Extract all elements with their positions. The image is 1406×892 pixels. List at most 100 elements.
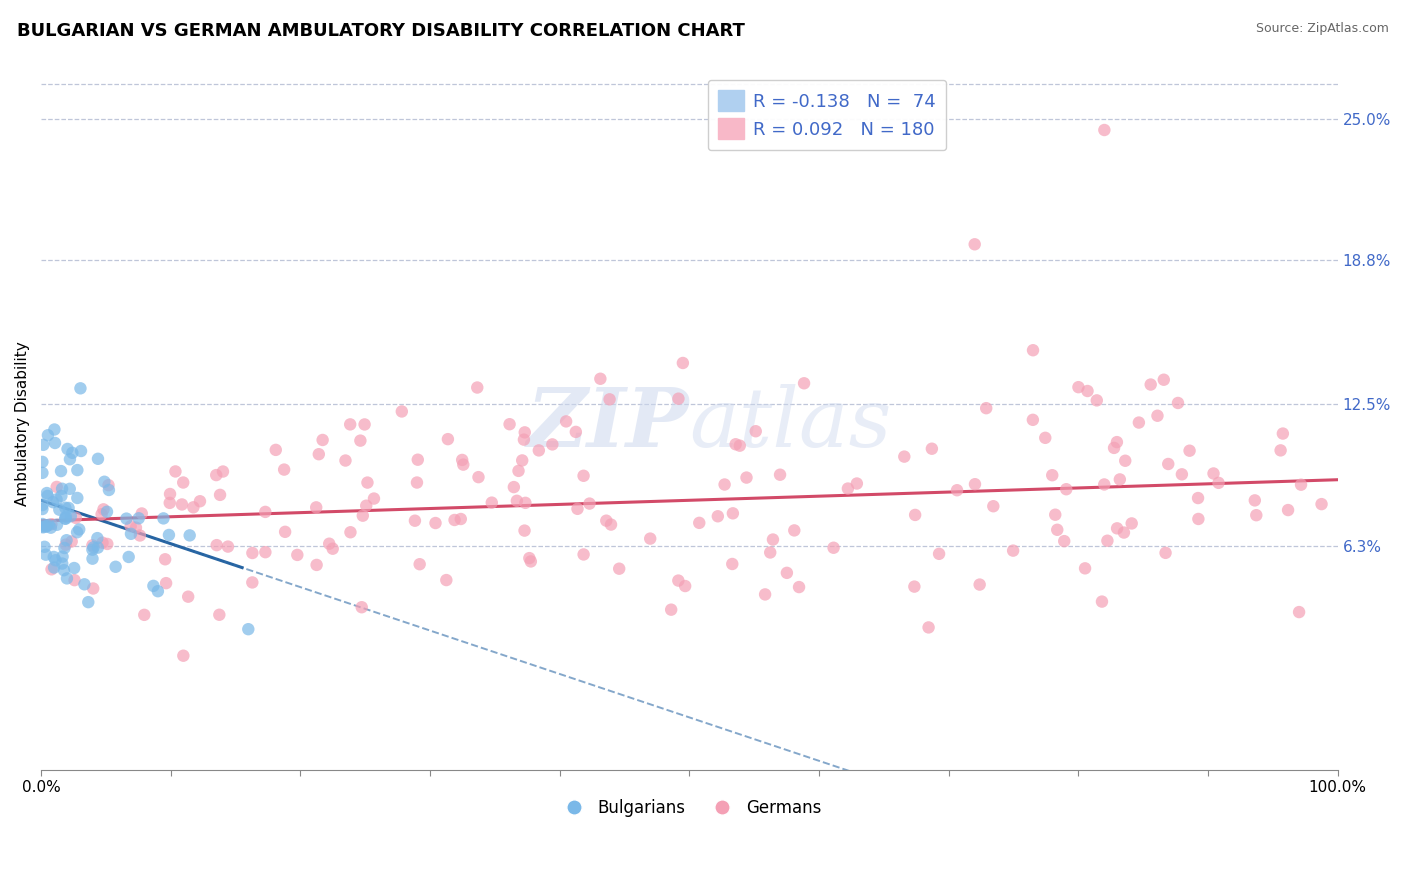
Point bbox=[128, 511, 150, 525]
Point bbox=[595, 514, 617, 528]
Point bbox=[63, 561, 86, 575]
Point bbox=[63, 573, 86, 587]
Point bbox=[188, 494, 211, 508]
Point bbox=[793, 376, 815, 391]
Point bbox=[42, 560, 65, 574]
Point bbox=[55, 512, 77, 526]
Point bbox=[600, 517, 623, 532]
Point bbox=[599, 392, 621, 407]
Point bbox=[541, 437, 564, 451]
Point bbox=[1002, 543, 1025, 558]
Point bbox=[578, 497, 600, 511]
Point bbox=[754, 587, 776, 601]
Point bbox=[1178, 443, 1201, 458]
Point bbox=[32, 438, 55, 452]
Legend: Bulgarians, Germans: Bulgarians, Germans bbox=[551, 793, 828, 824]
Point bbox=[322, 541, 344, 556]
Point bbox=[567, 501, 589, 516]
Point bbox=[1097, 533, 1119, 548]
Point bbox=[363, 491, 385, 506]
Point bbox=[31, 498, 53, 512]
Point bbox=[354, 499, 377, 513]
Point bbox=[465, 380, 488, 394]
Point bbox=[638, 532, 661, 546]
Point bbox=[1092, 123, 1115, 137]
Point bbox=[513, 433, 536, 447]
Point bbox=[450, 512, 472, 526]
Point bbox=[125, 521, 148, 535]
Point bbox=[87, 541, 110, 555]
Point bbox=[70, 444, 93, 458]
Point bbox=[170, 498, 193, 512]
Point bbox=[517, 551, 540, 566]
Point bbox=[51, 557, 73, 571]
Point bbox=[1091, 594, 1114, 608]
Point bbox=[349, 434, 371, 448]
Point bbox=[527, 443, 550, 458]
Point bbox=[32, 520, 55, 534]
Point bbox=[1092, 477, 1115, 491]
Point bbox=[77, 595, 100, 609]
Point bbox=[311, 433, 333, 447]
Point bbox=[318, 537, 340, 551]
Point bbox=[1246, 508, 1268, 523]
Point bbox=[1102, 441, 1125, 455]
Point bbox=[721, 557, 744, 571]
Point bbox=[52, 549, 75, 564]
Point bbox=[305, 558, 328, 572]
Point bbox=[443, 513, 465, 527]
Point bbox=[666, 574, 689, 588]
Point bbox=[335, 453, 357, 467]
Point bbox=[356, 475, 378, 490]
Point bbox=[1139, 377, 1161, 392]
Point bbox=[437, 432, 460, 446]
Point bbox=[42, 495, 65, 509]
Point bbox=[159, 496, 181, 510]
Point bbox=[1121, 516, 1143, 531]
Point bbox=[52, 563, 75, 577]
Point bbox=[520, 554, 543, 568]
Point bbox=[352, 508, 374, 523]
Point bbox=[208, 607, 231, 622]
Point bbox=[762, 533, 785, 547]
Point bbox=[31, 466, 53, 480]
Text: atlas: atlas bbox=[689, 384, 891, 464]
Point bbox=[735, 470, 758, 484]
Point bbox=[172, 475, 194, 490]
Point bbox=[339, 525, 361, 540]
Point bbox=[981, 500, 1004, 514]
Point bbox=[963, 477, 986, 491]
Point bbox=[44, 436, 66, 450]
Point bbox=[759, 545, 782, 559]
Point bbox=[467, 470, 489, 484]
Point bbox=[273, 462, 295, 476]
Point bbox=[51, 482, 73, 496]
Point bbox=[48, 502, 70, 516]
Point bbox=[353, 417, 375, 432]
Point bbox=[1107, 521, 1129, 535]
Point bbox=[35, 518, 58, 533]
Point bbox=[104, 559, 127, 574]
Point bbox=[177, 590, 200, 604]
Point bbox=[242, 546, 264, 560]
Point bbox=[305, 500, 328, 515]
Point bbox=[425, 516, 447, 530]
Point bbox=[157, 528, 180, 542]
Point bbox=[93, 475, 115, 489]
Point bbox=[921, 442, 943, 456]
Point bbox=[339, 417, 361, 432]
Point bbox=[1167, 396, 1189, 410]
Point bbox=[1085, 393, 1108, 408]
Point bbox=[904, 508, 927, 522]
Point bbox=[66, 463, 89, 477]
Point bbox=[96, 505, 118, 519]
Point bbox=[31, 502, 53, 516]
Point bbox=[1033, 431, 1056, 445]
Point bbox=[183, 500, 205, 515]
Point bbox=[55, 538, 77, 552]
Point bbox=[55, 533, 77, 548]
Point bbox=[607, 562, 630, 576]
Point bbox=[31, 516, 53, 531]
Point bbox=[498, 417, 520, 432]
Point bbox=[212, 465, 235, 479]
